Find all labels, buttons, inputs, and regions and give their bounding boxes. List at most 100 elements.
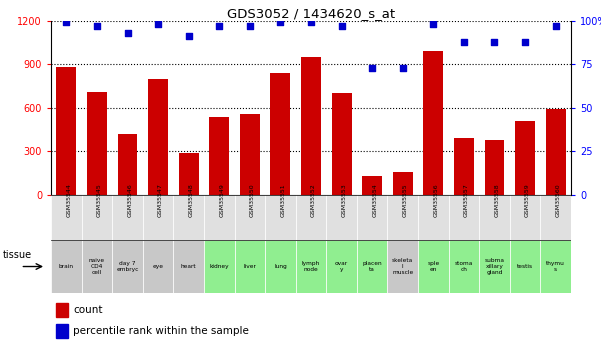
Bar	[51, 240, 82, 293]
Bar	[204, 195, 234, 240]
Bar	[448, 195, 479, 240]
Bar	[265, 240, 296, 293]
Text: subma
xillary
gland: subma xillary gland	[484, 258, 504, 275]
Point	[215, 23, 224, 29]
Bar	[546, 109, 566, 195]
Bar	[388, 240, 418, 293]
Point	[92, 23, 102, 29]
Bar	[87, 92, 107, 195]
Bar	[112, 195, 143, 240]
Bar	[326, 195, 357, 240]
Bar	[204, 240, 234, 293]
Text: GSM35546: GSM35546	[127, 184, 133, 217]
Bar	[56, 303, 68, 317]
Bar	[479, 195, 510, 240]
Text: GSM35545: GSM35545	[97, 184, 102, 217]
Text: GSM35556: GSM35556	[433, 184, 438, 217]
Text: heart: heart	[181, 264, 197, 269]
Text: GSM35544: GSM35544	[66, 184, 72, 217]
Title: GDS3052 / 1434620_s_at: GDS3052 / 1434620_s_at	[227, 7, 395, 20]
Bar	[209, 117, 229, 195]
Bar	[56, 324, 68, 338]
Text: GSM35554: GSM35554	[372, 184, 377, 217]
Bar	[56, 67, 76, 195]
Text: brain: brain	[59, 264, 74, 269]
Point	[398, 65, 407, 70]
Bar	[51, 195, 82, 240]
Point	[490, 39, 499, 45]
Point	[459, 39, 469, 45]
Bar	[143, 195, 174, 240]
Text: tissue: tissue	[2, 250, 32, 260]
Bar	[112, 240, 143, 293]
Bar	[515, 121, 535, 195]
Bar	[301, 57, 321, 195]
Bar	[454, 138, 474, 195]
Text: GSM35553: GSM35553	[341, 184, 347, 217]
Text: ovar
y: ovar y	[335, 261, 348, 272]
Bar	[357, 195, 388, 240]
Bar	[418, 240, 448, 293]
Bar	[296, 195, 326, 240]
Point	[153, 21, 163, 27]
Text: GSM35549: GSM35549	[219, 184, 224, 217]
Bar	[296, 240, 326, 293]
Bar	[265, 195, 296, 240]
Bar	[82, 195, 112, 240]
Text: GSM35557: GSM35557	[464, 184, 469, 217]
Text: GSM35558: GSM35558	[495, 184, 499, 217]
Point	[306, 20, 316, 25]
Bar	[234, 240, 265, 293]
Text: GSM35559: GSM35559	[525, 184, 530, 217]
Text: stoma
ch: stoma ch	[455, 261, 473, 272]
Point	[276, 20, 285, 25]
Text: lung: lung	[274, 264, 287, 269]
Bar	[388, 195, 418, 240]
Text: count: count	[73, 305, 102, 315]
Text: placen
ta: placen ta	[362, 261, 382, 272]
Point	[61, 20, 71, 25]
Bar	[540, 195, 571, 240]
Bar	[143, 240, 174, 293]
Text: kidney: kidney	[210, 264, 229, 269]
Text: skeleta
l
muscle: skeleta l muscle	[392, 258, 413, 275]
Bar	[423, 51, 444, 195]
Point	[184, 33, 194, 39]
Bar	[362, 176, 382, 195]
Bar	[270, 73, 290, 195]
Point	[520, 39, 530, 45]
Text: eye: eye	[153, 264, 163, 269]
Bar	[479, 240, 510, 293]
Text: GSM35552: GSM35552	[311, 184, 316, 217]
Text: thymu
s: thymu s	[546, 261, 565, 272]
Bar	[510, 195, 540, 240]
Text: GSM35555: GSM35555	[403, 184, 407, 217]
Bar	[484, 140, 504, 195]
Point	[429, 21, 438, 27]
Point	[123, 30, 132, 36]
Bar	[82, 240, 112, 293]
Bar	[148, 79, 168, 195]
Bar	[118, 134, 138, 195]
Bar	[540, 240, 571, 293]
Text: GSM35548: GSM35548	[189, 184, 194, 217]
Bar	[393, 172, 413, 195]
Text: GSM35551: GSM35551	[281, 184, 285, 217]
Bar	[174, 240, 204, 293]
Text: GSM35550: GSM35550	[250, 184, 255, 217]
Text: naive
CD4
cell: naive CD4 cell	[89, 258, 105, 275]
Text: liver: liver	[243, 264, 256, 269]
Bar	[178, 153, 199, 195]
Text: GSM35547: GSM35547	[158, 184, 163, 217]
Text: percentile rank within the sample: percentile rank within the sample	[73, 326, 249, 336]
Bar	[240, 114, 260, 195]
Text: GSM35560: GSM35560	[556, 184, 561, 217]
Text: sple
en: sple en	[427, 261, 439, 272]
Bar	[174, 195, 204, 240]
Point	[245, 23, 255, 29]
Bar	[357, 240, 388, 293]
Bar	[418, 195, 448, 240]
Bar	[234, 195, 265, 240]
Bar	[510, 240, 540, 293]
Bar	[326, 240, 357, 293]
